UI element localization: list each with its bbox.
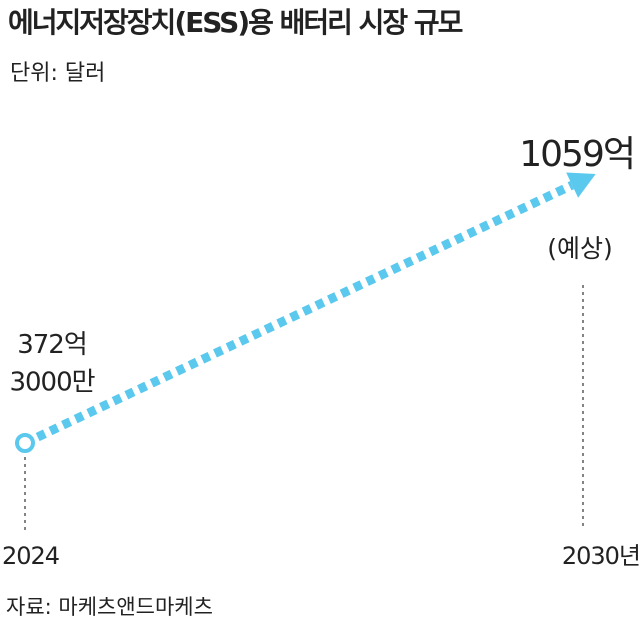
data-label: 372억 3000만 bbox=[9, 330, 94, 398]
trend-line bbox=[23, 181, 575, 448]
source: 자료: 마케츠앤드마케츠 bbox=[6, 595, 213, 619]
chart-title: 에너지저장장치(ESS)용 배터리 시장 규모 bbox=[8, 6, 463, 39]
x-tick-label: 2030년 bbox=[562, 542, 640, 570]
arrow-head bbox=[566, 172, 596, 198]
data-label: 1059억 bbox=[519, 134, 634, 175]
start-point bbox=[15, 433, 35, 453]
x-tick-label: 2024 bbox=[2, 542, 59, 570]
chart-subtitle: 단위: 달러 bbox=[10, 61, 105, 86]
annotation: (예상) bbox=[547, 234, 613, 263]
